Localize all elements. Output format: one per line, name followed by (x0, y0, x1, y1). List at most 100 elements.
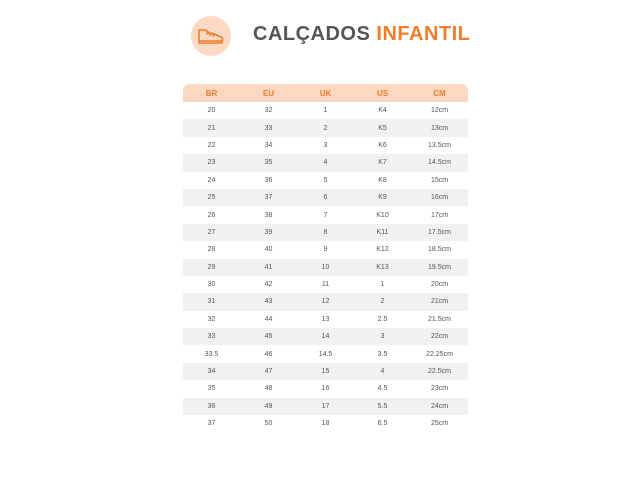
cell-uk: 8 (297, 223, 354, 242)
cell-eu: 33 (240, 119, 297, 137)
table-row: 20 32 1 K4 12cm (183, 102, 468, 120)
table-row: 23 35 4 K7 14.5cm (183, 154, 468, 172)
table-row: 28 40 9 K12 18.5cm (183, 241, 468, 259)
cell-us: K8 (354, 171, 411, 189)
cell-br: 31 (183, 293, 240, 311)
cell-us: K13 (354, 258, 411, 276)
table-row: 26 38 7 K10 17cm (183, 206, 468, 224)
cell-uk: 4 (297, 154, 354, 172)
cell-us: 6.5 (354, 415, 411, 433)
cell-eu: 37 (240, 188, 297, 207)
cell-eu: 47 (240, 362, 297, 381)
table-row: 22 34 3 K6 13.5cm (183, 136, 468, 155)
column-header-us: US (354, 84, 411, 102)
table-row: 33 45 14 3 22cm (183, 328, 468, 346)
cell-cm: 17cm (411, 206, 468, 224)
cell-cm: 22cm (411, 328, 468, 346)
cell-eu: 48 (240, 380, 297, 398)
cell-cm: 16cm (411, 188, 468, 207)
cell-cm: 23cm (411, 380, 468, 398)
cell-uk: 17 (297, 397, 354, 416)
cell-us: K4 (354, 102, 411, 120)
table-row: 29 41 10 K13 19.5cm (183, 258, 468, 276)
table-row: 27 39 8 K11 17.5cm (183, 223, 468, 242)
cell-eu: 43 (240, 293, 297, 311)
cell-uk: 7 (297, 206, 354, 224)
cell-uk: 14.5 (297, 345, 354, 363)
table-row: 36 49 17 5.5 24cm (183, 397, 468, 416)
cell-br: 27 (183, 223, 240, 242)
cell-eu: 32 (240, 102, 297, 120)
cell-cm: 15cm (411, 171, 468, 189)
cell-br: 34 (183, 362, 240, 381)
column-header-br: BR (183, 84, 240, 102)
cell-br: 24 (183, 171, 240, 189)
page-title: CALÇADOS INFANTIL (253, 23, 470, 46)
size-table: BR EU UK US CM 20 32 1 K4 12cm 21 33 2 K5 13cm 22 3… (183, 84, 468, 433)
table-row: 32 44 13 2.5 21.5cm (183, 310, 468, 329)
cell-cm: 22.5cm (411, 362, 468, 381)
title-part-1: CALÇADOS (253, 23, 371, 45)
cell-br: 28 (183, 241, 240, 259)
column-header-uk: UK (297, 84, 354, 102)
cell-cm: 20cm (411, 275, 468, 294)
cell-us: 2.5 (354, 310, 411, 329)
header: CALÇADOS INFANTIL (0, 16, 640, 56)
cell-br: 23 (183, 154, 240, 172)
cell-eu: 44 (240, 310, 297, 329)
cell-uk: 18 (297, 415, 354, 433)
cell-cm: 12cm (411, 102, 468, 120)
cell-cm: 13.5cm (411, 136, 468, 155)
cell-cm: 18.5cm (411, 241, 468, 259)
cell-eu: 38 (240, 206, 297, 224)
cell-eu: 45 (240, 328, 297, 346)
cell-br: 20 (183, 102, 240, 120)
cell-eu: 42 (240, 275, 297, 294)
cell-us: K5 (354, 119, 411, 137)
cell-uk: 2 (297, 119, 354, 137)
cell-eu: 39 (240, 223, 297, 242)
cell-br: 36 (183, 397, 240, 416)
cell-uk: 1 (297, 102, 354, 120)
cell-cm: 25cm (411, 415, 468, 433)
table-row: 24 36 5 K8 15cm (183, 171, 468, 189)
table-row: 34 47 15 4 22.5cm (183, 362, 468, 381)
cell-us: 4.5 (354, 380, 411, 398)
cell-uk: 9 (297, 241, 354, 259)
cell-us: 5.5 (354, 397, 411, 416)
cell-eu: 35 (240, 154, 297, 172)
cell-br: 29 (183, 258, 240, 276)
cell-us: 3.5 (354, 345, 411, 363)
table-row: 25 37 6 K9 16cm (183, 188, 468, 207)
cell-cm: 13cm (411, 119, 468, 137)
cell-eu: 34 (240, 136, 297, 155)
table-row: 31 43 12 2 21cm (183, 293, 468, 311)
cell-uk: 5 (297, 171, 354, 189)
cell-cm: 22.25cm (411, 345, 468, 363)
cell-us: 2 (354, 293, 411, 311)
cell-uk: 3 (297, 136, 354, 155)
cell-br: 21 (183, 119, 240, 137)
cell-cm: 17.5cm (411, 223, 468, 242)
cell-cm: 24cm (411, 397, 468, 416)
cell-br: 32 (183, 310, 240, 329)
cell-br: 26 (183, 206, 240, 224)
cell-br: 35 (183, 380, 240, 398)
cell-uk: 12 (297, 293, 354, 311)
cell-br: 22 (183, 136, 240, 155)
cell-us: K9 (354, 188, 411, 207)
cell-br: 30 (183, 275, 240, 294)
cell-us: 3 (354, 328, 411, 346)
cell-us: K11 (354, 223, 411, 242)
cell-br: 37 (183, 415, 240, 433)
cell-eu: 49 (240, 397, 297, 416)
cell-eu: 50 (240, 415, 297, 433)
table-header-row: BR EU UK US CM (183, 84, 468, 102)
cell-br: 33.5 (183, 345, 240, 363)
cell-us: K10 (354, 206, 411, 224)
table-body: 20 32 1 K4 12cm 21 33 2 K5 13cm 22 34 3 K6 13.5cm 23 35 4… (183, 102, 468, 433)
cell-br: 33 (183, 328, 240, 346)
cell-us: K12 (354, 241, 411, 259)
cell-us: 4 (354, 362, 411, 381)
table-row: 21 33 2 K5 13cm (183, 119, 468, 137)
